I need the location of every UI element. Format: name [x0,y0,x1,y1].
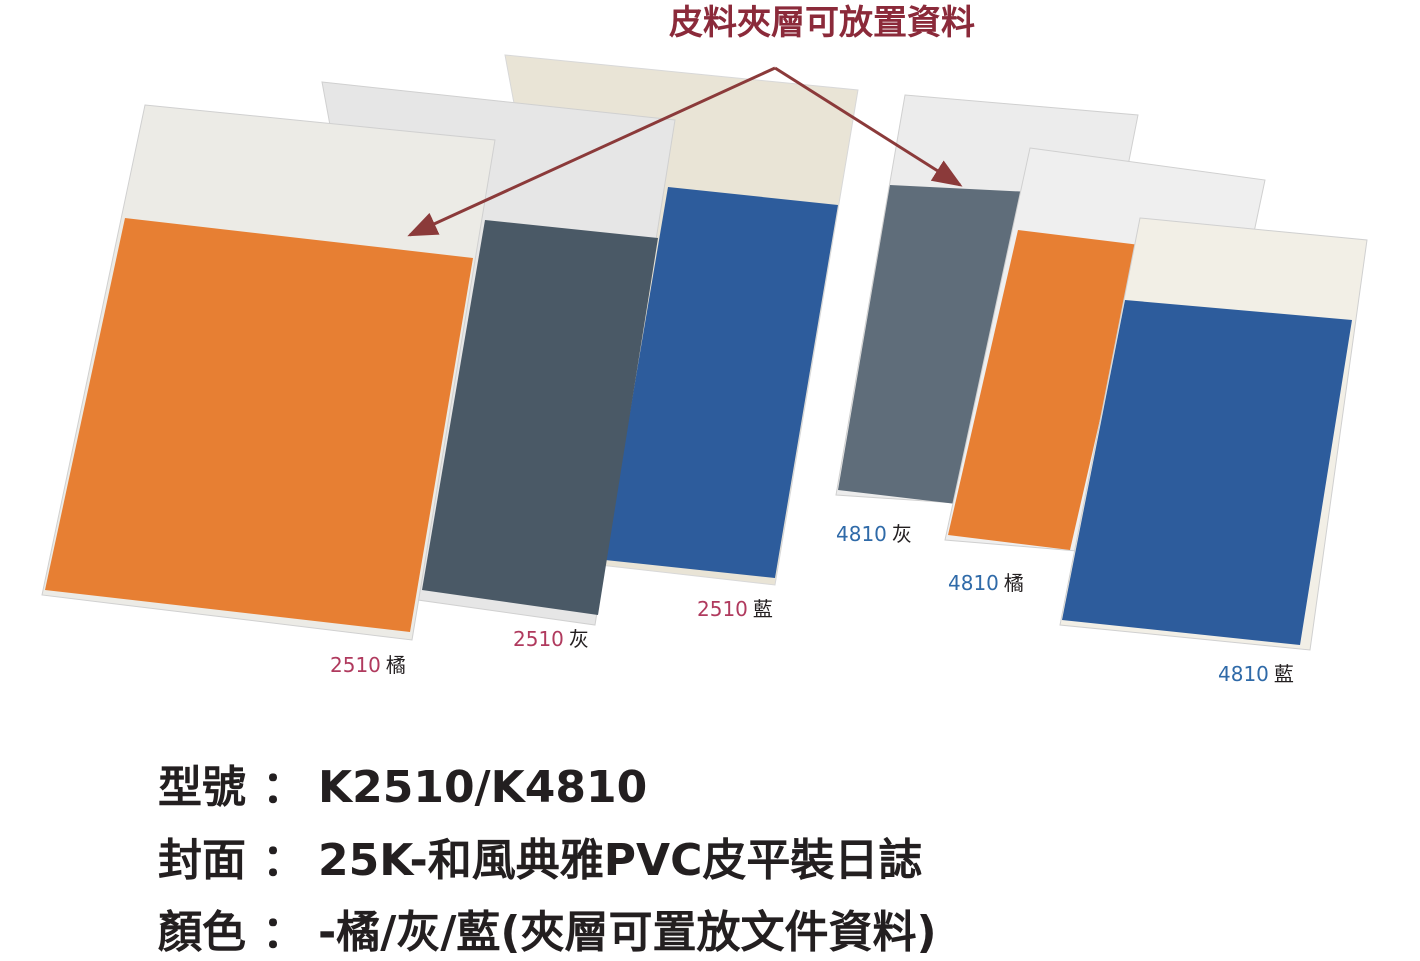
callout: 皮料夾層可放置資料 [669,3,975,43]
arrow [407,66,776,237]
product-label: 2510 灰 [513,627,589,651]
notebook-pocket [605,187,838,578]
product-label: 2510 藍 [697,597,773,621]
model-number: 4810 [836,522,887,546]
color-name: 藍 [753,597,773,621]
spec-value: -橘/灰/藍(夾層可置放文件資料) [318,907,937,958]
spec-colon: ： [262,762,306,813]
model-number: 2510 [697,597,748,621]
model-number: 2510 [330,653,381,677]
spec-label: 型號 [158,762,246,813]
color-name: 橘 [386,653,406,677]
model-number: 4810 [1218,662,1269,686]
spec-value: K2510/K4810 [318,762,647,813]
notebook-pocket [838,185,1030,505]
product-label: 2510 橘 [330,653,406,677]
product-label: 4810 灰 [836,522,912,546]
notebooks [41,54,1368,651]
notebook-pocket [1062,300,1352,645]
notebook-pocket [45,218,473,632]
callout-arrows [407,66,963,237]
color-name: 橘 [1004,571,1024,595]
spec-value: 25K-和風典雅PVC皮平裝日誌 [318,835,922,886]
arrow [774,66,963,187]
spec-colon: ： [262,907,306,958]
color-name: 藍 [1274,662,1294,686]
spec-colon: ： [262,835,306,886]
color-name: 灰 [569,627,589,651]
notebook-pocket [948,230,1140,550]
spec-label: 封面 [158,835,246,886]
model-number: 2510 [513,627,564,651]
product-label: 4810 藍 [1218,662,1294,686]
notebook-pocket [422,220,658,615]
spec-label: 顏色 [158,907,246,958]
product-label: 4810 橘 [948,571,1024,595]
model-number: 4810 [948,571,999,595]
color-name: 灰 [892,522,912,546]
